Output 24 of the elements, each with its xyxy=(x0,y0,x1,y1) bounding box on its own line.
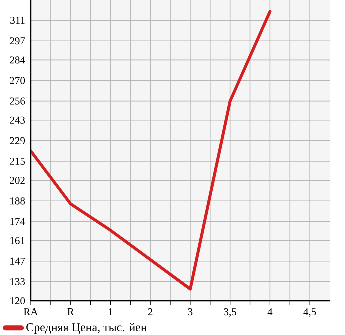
y-tick-label: 161 xyxy=(10,237,25,244)
y-tick-label: 270 xyxy=(10,77,26,84)
y-tick-label: 243 xyxy=(10,116,26,124)
y-tick-label: 297 xyxy=(10,38,26,45)
y-tick-label: 133 xyxy=(10,278,26,286)
x-tick-label: 1 xyxy=(109,308,113,316)
y-tick-label: 147 xyxy=(10,258,26,265)
x-tick-label: 2 xyxy=(148,308,153,316)
y-tick-label: 202 xyxy=(10,177,25,184)
y-tick-label: 188 xyxy=(10,198,26,205)
y-tick-label: 256 xyxy=(10,98,26,105)
y-tick-label: 229 xyxy=(10,137,26,144)
legend-label: Средняя Цена, тыс. йен xyxy=(26,323,148,334)
x-tick-label: 4,5 xyxy=(304,308,316,318)
y-tick-label: 174 xyxy=(10,218,26,226)
y-tick-label: 311 xyxy=(10,17,25,24)
y-tick-label: 284 xyxy=(10,56,26,64)
y-tick-label: 120 xyxy=(10,297,26,305)
x-tick-label: 4 xyxy=(268,308,273,316)
x-tick-label: 3,5 xyxy=(224,308,236,318)
y-tick-label: 215 xyxy=(10,158,26,166)
x-tick-label: 3 xyxy=(188,308,193,316)
x-tick-label: RA xyxy=(24,308,38,316)
x-tick-label: R xyxy=(68,308,74,316)
